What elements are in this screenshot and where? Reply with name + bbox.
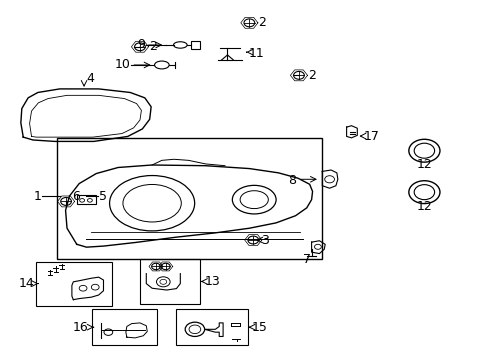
Text: 9: 9 [137, 39, 144, 51]
Text: 7: 7 [302, 253, 310, 266]
Text: 10: 10 [114, 58, 130, 72]
Text: 4: 4 [86, 72, 94, 85]
Text: 13: 13 [204, 275, 220, 288]
Text: 12: 12 [416, 200, 431, 213]
Bar [92, 309, 157, 345]
Text: 5: 5 [99, 190, 106, 203]
Bar [191, 41, 200, 49]
Text: 11: 11 [248, 47, 264, 60]
Text: 2: 2 [258, 16, 265, 29]
Text: 6: 6 [72, 190, 80, 203]
Text: 14: 14 [19, 277, 34, 290]
Text: 3: 3 [261, 234, 269, 247]
Text: 12: 12 [416, 158, 431, 171]
Text: 2: 2 [148, 40, 156, 53]
Text: 16: 16 [73, 321, 89, 334]
Bar [57, 138, 322, 259]
Bar [176, 309, 248, 345]
Bar [36, 262, 112, 306]
Bar [77, 195, 96, 204]
Text: 15: 15 [251, 321, 266, 334]
Bar [140, 258, 200, 304]
Text: 1: 1 [33, 190, 41, 203]
Text: 17: 17 [363, 130, 379, 143]
Text: 8: 8 [287, 174, 295, 186]
Text: 2: 2 [307, 69, 315, 82]
